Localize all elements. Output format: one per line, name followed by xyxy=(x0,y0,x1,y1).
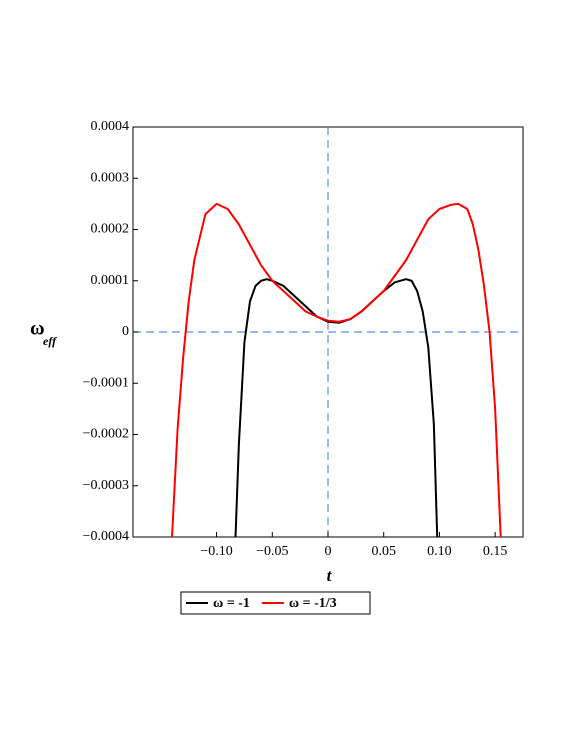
y-tick-label: −0.0003 xyxy=(83,478,129,493)
series-line xyxy=(234,278,439,537)
y-axis-label-sub: eff xyxy=(43,334,57,348)
legend-label: ω = -1/3 xyxy=(289,596,337,611)
x-tick-label: 0.10 xyxy=(427,544,452,559)
y-tick-label: 0.0004 xyxy=(91,119,130,134)
x-tick-label: 0.15 xyxy=(483,544,508,559)
series-line xyxy=(171,202,502,537)
y-tick-label: −0.0001 xyxy=(83,375,129,390)
x-tick-label: −0.10 xyxy=(200,544,232,559)
plot-area xyxy=(171,202,502,537)
x-tick-label: −0.05 xyxy=(256,544,288,559)
y-tick-label: 0.0001 xyxy=(91,273,130,288)
x-tick-label: 0.05 xyxy=(371,544,396,559)
y-tick-label: 0 xyxy=(122,324,129,339)
y-tick-label: 0.0002 xyxy=(91,222,130,237)
x-tick-label: 0 xyxy=(325,544,332,559)
y-tick-label: −0.0004 xyxy=(83,529,129,544)
y-axis-label: ω xyxy=(30,318,45,340)
y-tick-label: 0.0003 xyxy=(91,170,130,185)
x-axis-label: t xyxy=(327,566,333,585)
y-tick-label: −0.0002 xyxy=(83,427,129,442)
legend-label: ω = -1 xyxy=(213,596,250,611)
